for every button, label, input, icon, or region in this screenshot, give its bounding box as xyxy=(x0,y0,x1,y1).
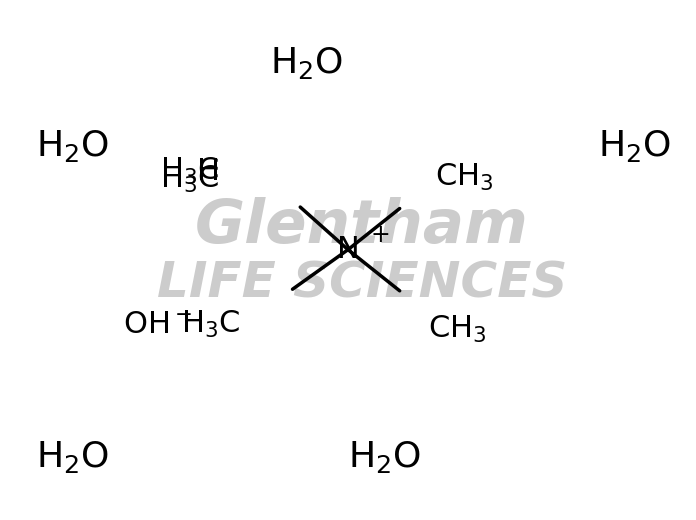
Text: $\mathregular{H_2O}$: $\mathregular{H_2O}$ xyxy=(598,128,670,164)
Text: $\mathregular{CH_3}$: $\mathregular{CH_3}$ xyxy=(428,314,486,345)
Text: $\mathregular{CH_3}$: $\mathregular{CH_3}$ xyxy=(435,162,493,193)
Text: $\mathregular{H_3C}$: $\mathregular{H_3C}$ xyxy=(160,164,220,196)
Text: $\mathregular{H_3C}$: $\mathregular{H_3C}$ xyxy=(181,309,241,340)
Text: Glentham: Glentham xyxy=(195,197,529,256)
Text: $\mathregular{H_2O}$: $\mathregular{H_2O}$ xyxy=(36,438,109,475)
Text: LIFE SCIENCES: LIFE SCIENCES xyxy=(157,259,567,307)
Text: $\mathregular{H_2O}$: $\mathregular{H_2O}$ xyxy=(36,128,109,164)
Text: N: N xyxy=(337,235,359,264)
Text: $\mathregular{H_2O}$: $\mathregular{H_2O}$ xyxy=(270,45,343,82)
Text: H: H xyxy=(197,157,220,186)
Text: +: + xyxy=(370,223,390,247)
Text: $\mathrm{H_3C}$: $\mathrm{H_3C}$ xyxy=(160,156,220,187)
Text: $\mathregular{H_2O}$: $\mathregular{H_2O}$ xyxy=(348,438,421,475)
Text: $\mathregular{OH^-}$: $\mathregular{OH^-}$ xyxy=(122,310,191,339)
